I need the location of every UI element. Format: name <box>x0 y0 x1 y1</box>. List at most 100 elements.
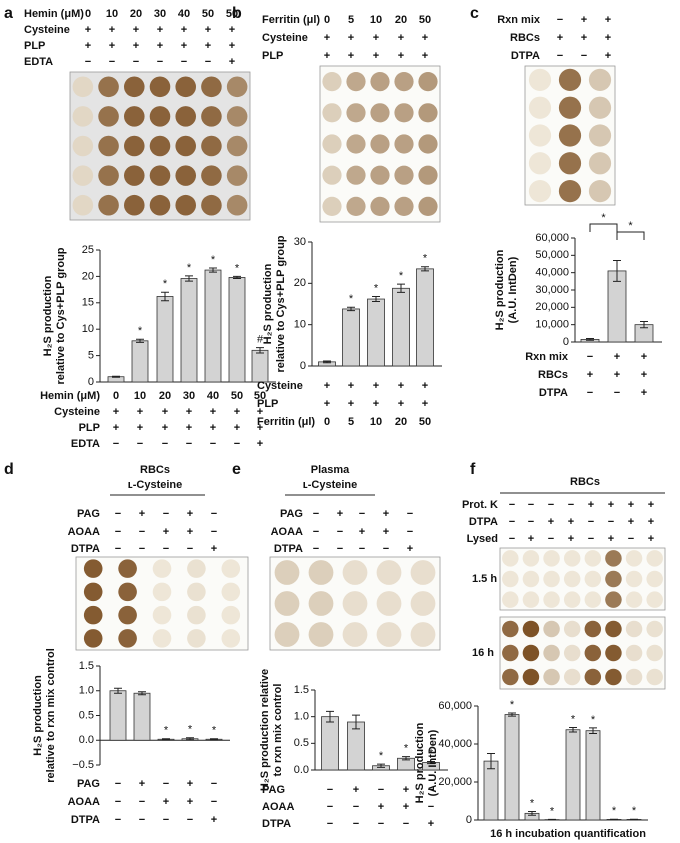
blot-dot <box>308 560 334 585</box>
y-tick-label: 1.0 <box>294 711 309 723</box>
blot-dot <box>502 620 519 638</box>
significance-mark: * <box>211 254 216 266</box>
condition-value: + <box>181 24 187 36</box>
condition-value: 5 <box>348 14 354 26</box>
condition-value: + <box>157 24 163 36</box>
y-tick-label: 50,000 <box>535 249 569 261</box>
condition-value: 10 <box>106 8 118 20</box>
bar <box>321 716 339 771</box>
blot-dot <box>72 165 94 186</box>
condition-value: − <box>205 56 211 68</box>
error-bar <box>569 726 577 733</box>
blot-dot <box>118 629 137 648</box>
condition-label: DTPA <box>71 543 100 555</box>
condition-label: PAG <box>77 508 100 520</box>
condition-label: Rxn mix <box>525 351 569 363</box>
blot-dot <box>149 165 171 186</box>
blot-dot <box>175 106 196 127</box>
condition-value: + <box>187 796 193 808</box>
panel-subtitle: ʟ-Cysteine <box>128 479 183 491</box>
blot-dot <box>308 622 334 647</box>
blot-dot <box>543 620 560 638</box>
bar <box>251 349 269 383</box>
condition-value: + <box>641 387 647 399</box>
condition-value: − <box>587 387 593 399</box>
condition-label: PLP <box>79 422 100 434</box>
significance-mark: * <box>138 325 143 337</box>
condition-label: DTPA <box>262 818 291 830</box>
condition-value: + <box>588 499 594 511</box>
condition-value: + <box>137 422 143 434</box>
condition-value: + <box>373 380 379 392</box>
significance-mark: * <box>235 262 240 274</box>
panel-letter: d <box>4 461 14 478</box>
blot-dot <box>226 135 248 157</box>
blot-dot <box>418 196 438 216</box>
blot-dot <box>528 68 552 92</box>
condition-value: + <box>628 516 634 528</box>
condition-value: − <box>139 796 145 808</box>
condition-value: − <box>337 526 343 538</box>
blot-dot <box>522 644 540 662</box>
condition-label: PAG <box>280 508 303 520</box>
condition-value: − <box>383 543 389 555</box>
blot-dot <box>149 106 171 127</box>
blot-dot <box>646 550 663 567</box>
condition-value: − <box>163 814 169 826</box>
blot-dot <box>98 194 119 216</box>
condition-label: Rxn mix <box>497 14 541 26</box>
blot-dot <box>370 196 390 216</box>
error-bar <box>162 738 170 741</box>
y-tick-label: 20,000 <box>535 301 569 313</box>
y-axis-label: relative to rxn mix control <box>45 648 57 782</box>
condition-value: + <box>398 32 404 44</box>
y-tick-label: 20 <box>294 277 306 289</box>
y-axis-label: H₂S production <box>414 722 426 803</box>
blot-dot <box>558 96 582 119</box>
error-bar <box>256 347 264 354</box>
condition-value: + <box>403 801 409 813</box>
condition-label: Hemin (μM) <box>24 8 84 20</box>
panel-title: RBCs <box>140 464 170 476</box>
blot-dot <box>584 620 602 638</box>
blot-dot <box>175 76 196 98</box>
error-bar <box>347 306 355 312</box>
blot-label: 1.5 h <box>472 573 497 585</box>
blot-dot <box>625 668 643 686</box>
condition-value: + <box>648 516 654 528</box>
condition-value: + <box>608 499 614 511</box>
condition-value: − <box>327 784 333 796</box>
blot-dot <box>175 165 196 186</box>
error-bar <box>138 691 146 696</box>
blot-dot <box>588 179 612 203</box>
blot-label: 16 h <box>472 647 494 659</box>
y-axis-label: relative to Cys+PLP group <box>55 247 67 384</box>
condition-label: Cysteine <box>262 32 308 44</box>
condition-value: + <box>348 32 354 44</box>
blot-dot <box>346 72 366 92</box>
significance-mark: * <box>187 262 192 274</box>
y-tick-label: 0.0 <box>294 764 309 776</box>
condition-value: − <box>509 533 515 545</box>
condition-value: − <box>139 526 145 538</box>
blot-dot <box>376 591 402 616</box>
condition-value: 40 <box>207 390 219 402</box>
blot-dot <box>528 96 552 119</box>
blot-dot <box>201 76 222 98</box>
condition-value: 30 <box>183 390 195 402</box>
error-bar <box>427 760 435 765</box>
condition-value: + <box>162 422 168 434</box>
bar <box>504 714 520 821</box>
condition-value: + <box>109 40 115 52</box>
bar <box>565 729 581 821</box>
condition-value: + <box>157 40 163 52</box>
blot-dot <box>83 582 103 602</box>
significance-bracket <box>616 231 645 240</box>
condition-value: + <box>181 40 187 52</box>
condition-value: + <box>211 814 217 826</box>
blot-dot <box>226 106 248 127</box>
condition-value: 10 <box>134 390 146 402</box>
blot-dot <box>83 559 103 578</box>
x-axis-label: 16 h incubation quantification <box>490 828 646 840</box>
